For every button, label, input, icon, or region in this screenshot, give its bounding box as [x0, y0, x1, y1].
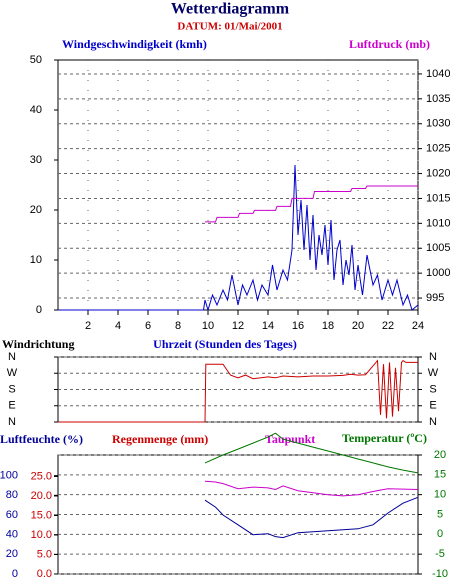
y-tick-label: 40: [30, 104, 42, 116]
y-tick-label: N: [8, 351, 16, 363]
series-line: [204, 496, 419, 539]
y-tick-label: 0: [12, 568, 18, 580]
y-tick-label: W: [428, 367, 439, 379]
x-tick-label: 6: [145, 320, 151, 332]
y-tick-label: W: [7, 367, 18, 379]
plot-frame: [57, 59, 419, 311]
y-tick-label: -5: [435, 548, 445, 560]
y-tick-label: 80: [6, 489, 18, 501]
y-tick-label: 20.0: [31, 490, 52, 502]
y-tick-label: 15: [434, 469, 446, 481]
y-tick-label: 1000: [426, 267, 450, 279]
y-tick-label: 20: [434, 449, 446, 461]
x-tick-label: 4: [115, 320, 121, 332]
y-tick-label: 10: [434, 489, 446, 501]
y-tick-label: 20: [6, 548, 18, 560]
y-tick-label: 1020: [426, 167, 450, 179]
y-tick-label: S: [8, 383, 15, 395]
series-line: [204, 432, 419, 474]
series-line: [204, 480, 419, 497]
date: DATUM: 01/Mai/2001: [177, 21, 282, 33]
y-tick-label: 100: [0, 470, 18, 482]
title: Wetterdiagramm: [171, 1, 290, 18]
x-tick-label: 24: [412, 320, 424, 332]
y-tick-label: E: [429, 400, 436, 412]
axis-label: Regenmenge (mm): [112, 432, 208, 446]
axis-label: Uhrzeit (Stunden des Tages): [153, 337, 297, 351]
x-tick-label: 12: [232, 320, 244, 332]
axis-label: Windrichtung: [2, 337, 74, 351]
y-tick-label: 1015: [426, 192, 450, 204]
y-tick-label: 1010: [426, 217, 450, 229]
y-tick-label: N: [8, 416, 16, 428]
legend-label: Luftfeuchte (%): [0, 432, 83, 446]
y-tick-label: 1025: [426, 143, 450, 155]
x-tick-label: 14: [262, 320, 274, 332]
series-line: [58, 164, 419, 312]
axis-label: Luftdruck (mb): [349, 37, 430, 51]
y-tick-label: 5.0: [37, 548, 52, 560]
y-tick-label: 0: [36, 304, 42, 316]
y-tick-label: N: [429, 351, 437, 363]
y-tick-label: 5: [437, 508, 443, 520]
legend-label: Temperatur (ºC): [342, 431, 427, 445]
x-tick-label: 20: [352, 320, 364, 332]
y-tick-label: 60: [6, 509, 18, 521]
x-tick-label: 2: [85, 320, 91, 332]
y-tick-label: 10.0: [31, 529, 52, 541]
y-tick-label: 20: [30, 204, 42, 216]
y-tick-label: 1030: [426, 118, 450, 130]
x-tick-label: 18: [322, 320, 334, 332]
x-tick-label: 22: [382, 320, 394, 332]
y-tick-label: 1040: [426, 68, 450, 80]
y-tick-label: N: [429, 416, 437, 428]
y-tick-label: 25.0: [31, 470, 52, 482]
y-tick-label: 50: [30, 54, 42, 66]
x-tick-label: 16: [292, 320, 304, 332]
x-tick-label: 10: [202, 320, 214, 332]
series-line: [58, 359, 418, 423]
y-tick-label: 30: [30, 154, 42, 166]
y-tick-label: -10: [432, 568, 448, 580]
y-tick-label: 40: [6, 529, 18, 541]
y-tick-label: 995: [426, 292, 444, 304]
series-line: [205, 185, 418, 223]
x-tick-label: 8: [175, 320, 181, 332]
y-tick-label: E: [8, 400, 15, 412]
y-tick-label: 1005: [426, 242, 450, 254]
y-tick-label: 1035: [426, 93, 450, 105]
axis-label: Windgeschwindigkeit (kmh): [62, 37, 207, 51]
y-tick-label: 10: [30, 254, 42, 266]
y-tick-label: S: [429, 383, 436, 395]
legend-label: Taupunkt: [265, 432, 315, 446]
y-tick-label: 15.0: [31, 509, 52, 521]
y-tick-label: 0.0: [37, 568, 52, 580]
y-tick-label: 0: [437, 528, 443, 540]
